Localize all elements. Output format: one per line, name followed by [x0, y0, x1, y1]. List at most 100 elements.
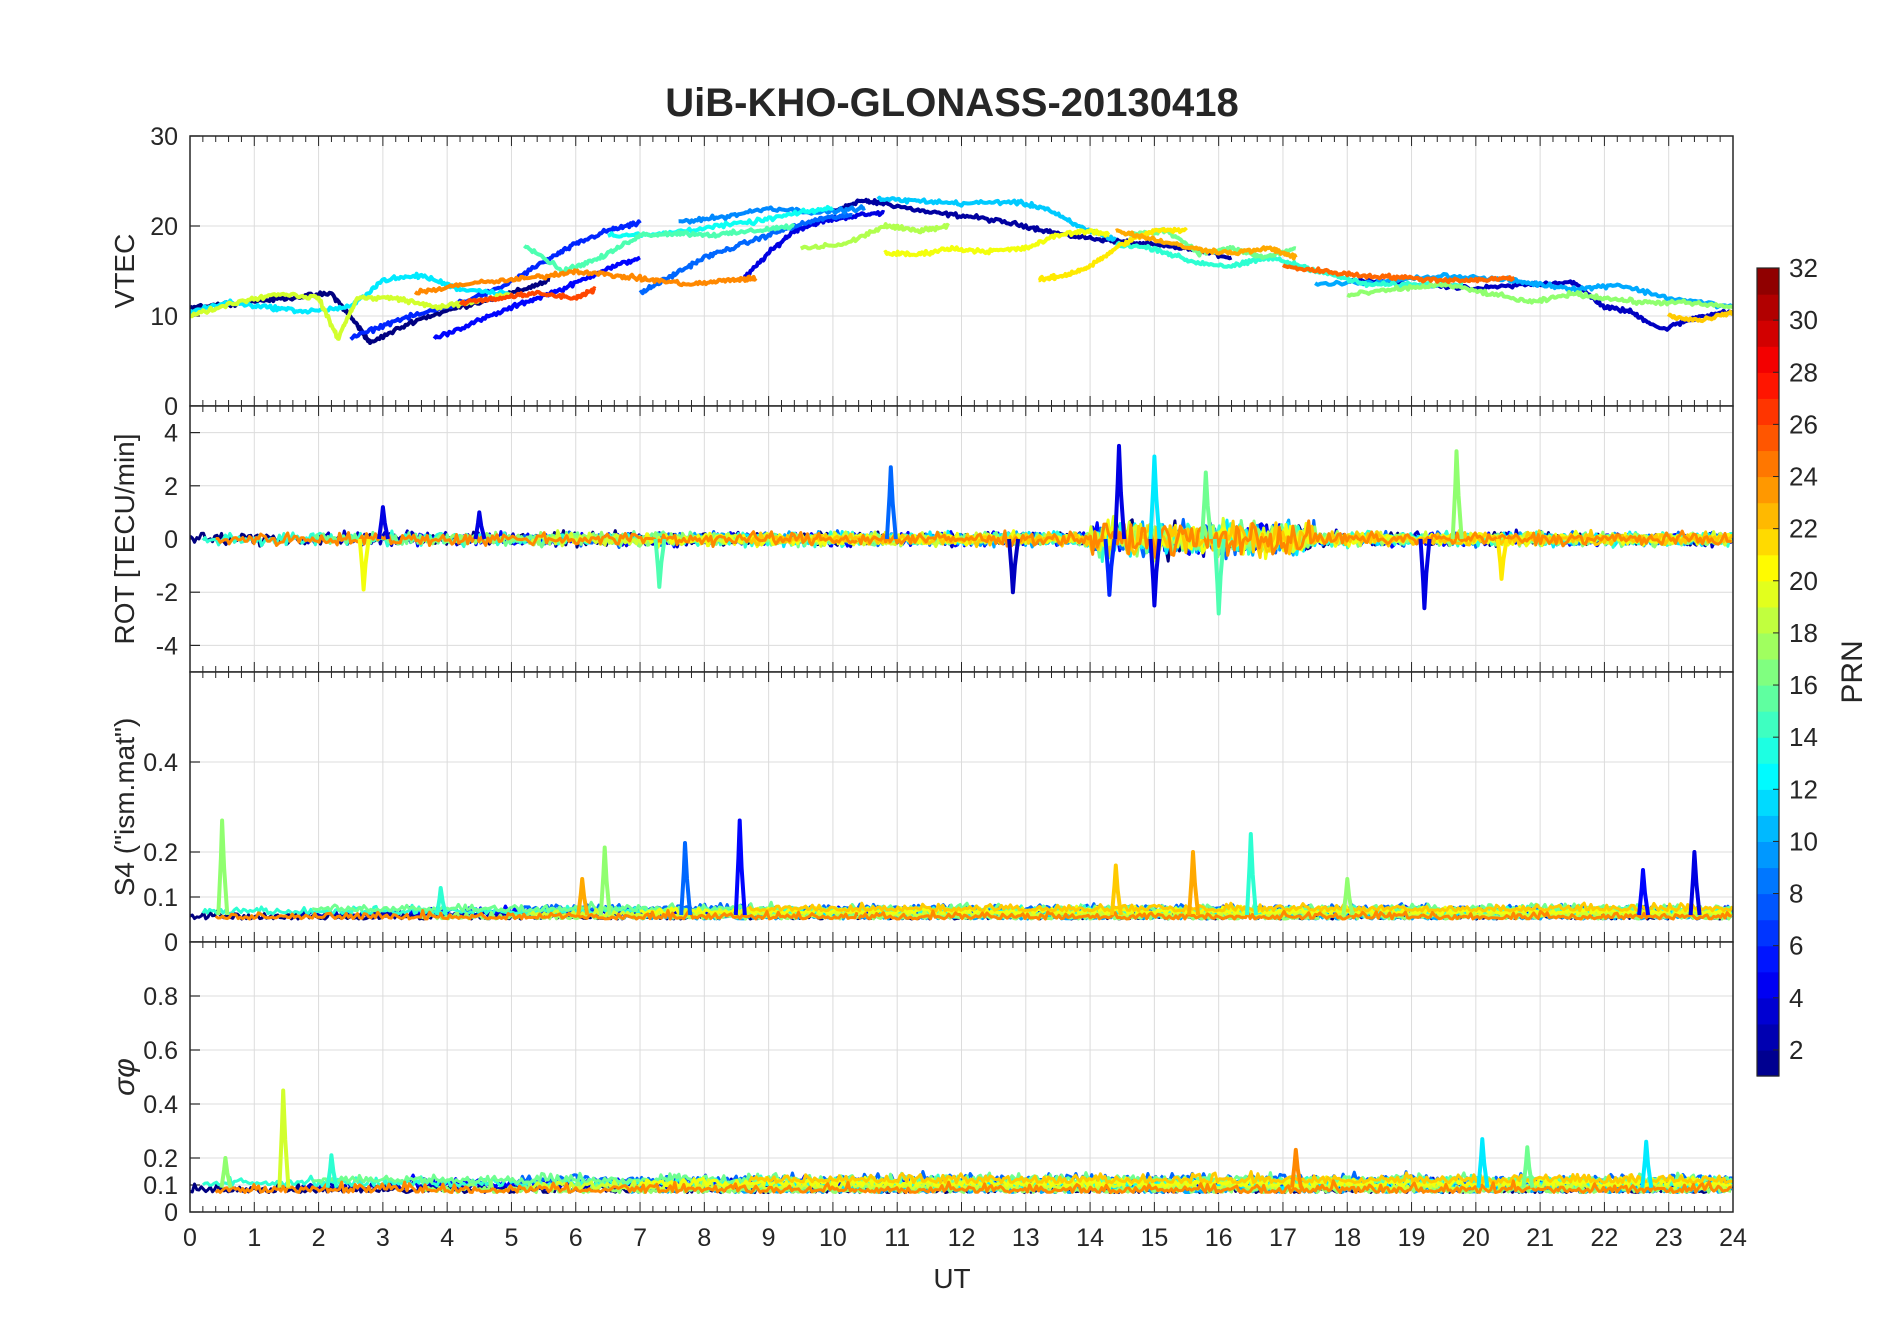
trace-prn-22: [1648, 1174, 1733, 1185]
colorbar-segment: [1757, 1023, 1779, 1051]
spike-prn-15: [1212, 538, 1226, 616]
panel-s4: 0 0.1 0.2 0.4S4 ("ism.mat"): [109, 671, 1734, 957]
spike-prn-15: [653, 538, 667, 589]
colorbar-segment: [1757, 919, 1779, 947]
vtec-series-prn-9: [678, 204, 866, 225]
x-tick-label: 8: [697, 1224, 711, 1252]
colorbar-segment: [1757, 893, 1779, 921]
colorbar-tick-label: 26: [1789, 409, 1818, 439]
y-axis-label: VTEC: [109, 234, 140, 309]
spike-prn-4: [1113, 443, 1127, 540]
colorbar-segment: [1757, 841, 1779, 869]
vtec-series-prn-22: [1666, 309, 1733, 324]
spike-prn-17: [598, 845, 612, 916]
x-tick-label: 6: [569, 1224, 583, 1252]
vtec-series-prn-24: [413, 268, 758, 296]
colorbar-tick-label: 18: [1789, 618, 1818, 648]
x-tick-label: 18: [1333, 1224, 1361, 1252]
y-tick-label: 0: [164, 526, 178, 554]
spike-prn-14: [325, 1153, 339, 1189]
vtec-series-prn-21: [1037, 226, 1188, 283]
vtec-series-prn-12: [190, 271, 513, 315]
spike-prn-8: [884, 465, 898, 540]
colorbar-segment: [1757, 685, 1779, 712]
x-tick-label: 19: [1398, 1224, 1426, 1252]
y-tick-label: 0.8: [143, 983, 178, 1011]
colorbar-segment: [1757, 632, 1779, 660]
y-axis-label: ROT [TECU/min]: [109, 433, 140, 644]
spike-prn-20: [357, 538, 371, 592]
colorbar-tick-label: 8: [1789, 879, 1803, 909]
x-axis-label: UT: [933, 1263, 970, 1294]
spike-prn-21: [1495, 538, 1509, 581]
colorbar-frame: [1756, 267, 1780, 1077]
trace-prn-24: [857, 909, 1732, 921]
colorbar-segment: [1757, 294, 1779, 321]
vtec-series-prn-8: [638, 211, 853, 296]
y-tick-label: -2: [156, 579, 178, 607]
spike-prn-12: [1476, 1137, 1490, 1188]
y-tick-label: 0: [164, 393, 178, 421]
x-tick-label: 22: [1591, 1224, 1619, 1252]
colorbar-segment: [1757, 945, 1779, 973]
y-axis-label: S4 ("ism.mat"): [109, 718, 140, 897]
colorbar-tick-label: 2: [1789, 1035, 1803, 1065]
colorbar-tick-label: 10: [1789, 826, 1818, 856]
colorbar-segment: [1757, 346, 1779, 373]
trace-prn-24: [214, 909, 859, 921]
spike-prn-4: [1148, 538, 1162, 608]
x-tick-label: 11: [884, 1224, 910, 1252]
x-tick-label: 2: [312, 1224, 326, 1252]
spike-prn-16: [1200, 470, 1213, 540]
colorbar-tick-label: 20: [1789, 566, 1818, 596]
vtec-series-prn-19: [190, 291, 513, 341]
colorbar-segment: [1757, 320, 1779, 347]
spike-prn-4: [1418, 538, 1432, 611]
spike-prn-22: [1109, 863, 1123, 916]
spike-prn-4: [1688, 850, 1702, 916]
y-tick-label: 0.1: [143, 1172, 178, 1200]
y-tick-label: 0.4: [143, 749, 178, 777]
x-tick-label: 13: [1012, 1224, 1040, 1252]
colorbar-segment: [1757, 971, 1779, 999]
colorbar-tick-label: 16: [1789, 670, 1818, 700]
data-group: [190, 443, 1733, 616]
vtec-series-prn-14: [1114, 240, 1464, 289]
vtec-series-prn-17: [1346, 281, 1733, 310]
colorbar-segment: [1757, 815, 1779, 843]
x-tick-label: 16: [1205, 1224, 1233, 1252]
colorbar-segment: [1757, 867, 1779, 895]
spike-prn-17: [216, 818, 230, 916]
spike-prn-4: [377, 505, 390, 540]
x-tick-label: 1: [247, 1224, 261, 1252]
y-tick-label: 0.2: [143, 1145, 178, 1173]
vtec-series-prn-4: [741, 209, 886, 283]
spike-prn-17: [1341, 877, 1355, 916]
x-tick-label: 4: [440, 1224, 454, 1252]
x-tick-label: 15: [1140, 1224, 1168, 1252]
colorbar-segment: [1757, 658, 1779, 686]
vtec-series-prn-25: [1281, 263, 1515, 285]
y-tick-label: -4: [156, 632, 178, 660]
trace-prn-24: [214, 1180, 859, 1195]
panel-rot: -4 -2 0 2 4 ROT [TECU/min]: [109, 405, 1734, 673]
axes-frame: [189, 941, 1734, 1213]
vtec-series-prn-18: [799, 222, 950, 251]
colorbar-tick-label: 14: [1789, 722, 1818, 752]
colorbar-tick-label: 4: [1789, 983, 1803, 1013]
trace-prn-24: [215, 530, 858, 548]
colorbar-segment: [1757, 606, 1779, 634]
x-tick-label: 3: [376, 1224, 390, 1252]
colorbar-segment: [1757, 711, 1779, 738]
colorbar-tick-label: 32: [1789, 253, 1818, 283]
chart-title: UiB-KHO-GLONASS-20130418: [665, 81, 1239, 125]
x-tick-label: 7: [633, 1224, 647, 1252]
colorbar-segment: [1757, 763, 1779, 790]
colorbar-segment: [1757, 997, 1779, 1025]
colorbar-tick-label: 6: [1789, 931, 1803, 961]
y-tick-label: 2: [164, 473, 178, 501]
colorbar-segment: [1757, 372, 1779, 399]
spike-prn-4: [473, 510, 487, 540]
spike-prn-23: [576, 877, 590, 916]
